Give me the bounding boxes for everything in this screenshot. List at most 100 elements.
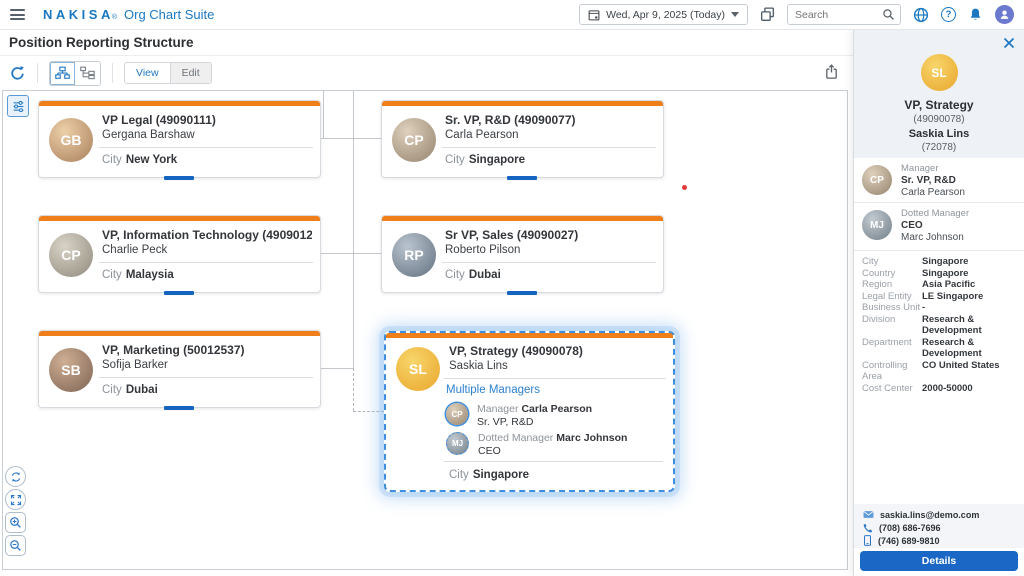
details-button[interactable]: Details bbox=[860, 551, 1018, 571]
card-divider bbox=[99, 147, 313, 148]
avatar: SL bbox=[396, 347, 440, 391]
cursor-dot bbox=[682, 185, 687, 190]
panel-manager-row[interactable]: CP Manager Sr. VP, R&D Carla Pearson bbox=[854, 158, 1024, 203]
org-card-vp-legal[interactable]: GB VP Legal (49090111) Gergana Barshaw C… bbox=[38, 100, 321, 178]
email-value: saskia.lins@demo.com bbox=[880, 509, 980, 520]
panel-person-id: (72078) bbox=[921, 142, 957, 153]
product-name: Org Chart Suite bbox=[124, 7, 215, 22]
email-row[interactable]: saskia.lins@demo.com bbox=[854, 508, 1024, 521]
org-card-vp-it[interactable]: CP VP, Information Technology (49090125)… bbox=[38, 215, 321, 293]
expand-children-handle[interactable] bbox=[164, 291, 194, 295]
field-row: Country Singapore bbox=[862, 268, 1021, 280]
phone-row: (708) 686-7696 bbox=[854, 521, 1024, 534]
org-card-sr-vp-rd[interactable]: CP Sr. VP, R&D (49090077) Carla Pearson … bbox=[381, 100, 664, 178]
manager-role-label: Manager bbox=[477, 403, 519, 415]
expand-children-handle[interactable] bbox=[507, 176, 537, 180]
field-row: Controlling Area CO United States bbox=[862, 360, 1021, 383]
multiple-managers-link[interactable]: Multiple Managers bbox=[446, 384, 540, 396]
menu-icon[interactable] bbox=[10, 9, 25, 20]
card-divider bbox=[444, 378, 666, 379]
compare-charts-icon[interactable] bbox=[760, 7, 775, 22]
mobile-icon bbox=[863, 535, 872, 546]
avatar: RP bbox=[392, 233, 436, 277]
filter-settings-icon[interactable] bbox=[7, 95, 29, 117]
expand-children-handle[interactable] bbox=[164, 406, 194, 410]
page-title-bar: Position Reporting Structure bbox=[0, 30, 853, 56]
email-icon bbox=[863, 510, 874, 519]
edit-mode-button[interactable]: Edit bbox=[170, 63, 211, 83]
zoom-in-icon[interactable] bbox=[5, 512, 26, 533]
city-label: City bbox=[449, 469, 469, 481]
position-title: Sr. VP, R&D (49090077) bbox=[445, 113, 576, 127]
field-row: City Singapore bbox=[862, 256, 1021, 268]
canvas-controls bbox=[5, 466, 26, 556]
date-picker-button[interactable]: Wed, Apr 9, 2025 (Today) bbox=[579, 4, 748, 25]
field-label: Country bbox=[862, 267, 896, 279]
card-accent-bar bbox=[386, 333, 673, 338]
person-name: Carla Pearson bbox=[445, 129, 519, 141]
refresh-icon[interactable] bbox=[9, 65, 26, 82]
panel-dotted-manager-row[interactable]: MJ Dotted Manager CEO Marc Johnson bbox=[854, 203, 1024, 251]
search-field bbox=[787, 4, 901, 25]
chart-toolbar: View Edit bbox=[0, 56, 853, 90]
position-title: VP Legal (49090111) bbox=[102, 113, 216, 127]
manager-position: CEO bbox=[901, 220, 923, 231]
close-icon[interactable] bbox=[1003, 37, 1015, 49]
manager-position: CEO bbox=[478, 445, 501, 457]
field-row: Cost Center 2000-50000 bbox=[862, 383, 1021, 395]
view-mode-button[interactable]: View bbox=[125, 63, 171, 83]
org-card-sr-vp-sales[interactable]: RP Sr VP, Sales (49090027) Roberto Pilso… bbox=[381, 215, 664, 293]
manager-name: Carla Pearson bbox=[901, 187, 965, 198]
org-card-vp-strategy-selected[interactable]: SL VP, Strategy (49090078) Saskia Lins M… bbox=[384, 331, 675, 492]
toolbar-divider bbox=[112, 63, 113, 83]
expand-children-handle[interactable] bbox=[164, 176, 194, 180]
position-title: Sr VP, Sales (49090027) bbox=[445, 228, 579, 242]
card-divider bbox=[99, 262, 313, 263]
field-value: Research & Development bbox=[922, 313, 982, 337]
export-share-icon[interactable] bbox=[824, 64, 839, 80]
avatar: CP bbox=[862, 165, 892, 195]
reset-view-icon[interactable] bbox=[5, 466, 26, 487]
city-value: New York bbox=[125, 154, 178, 166]
layout-switch-group bbox=[49, 60, 101, 86]
search-input[interactable] bbox=[793, 7, 882, 22]
manager-position: Sr. VP, R&D bbox=[901, 175, 956, 186]
dotted-connector-line bbox=[353, 368, 354, 411]
brand-name: NAKISA bbox=[43, 7, 114, 22]
field-value: Singapore bbox=[922, 267, 969, 279]
manager-position: Sr. VP, R&D bbox=[477, 416, 534, 428]
avatar: GB bbox=[49, 118, 93, 162]
field-label: City bbox=[862, 256, 879, 267]
connector-line bbox=[320, 253, 381, 254]
card-accent-bar bbox=[39, 331, 320, 336]
user-avatar[interactable] bbox=[995, 5, 1014, 24]
position-title: VP, Information Technology (49090125) bbox=[102, 228, 312, 242]
avatar: CP bbox=[392, 118, 436, 162]
card-accent-bar bbox=[382, 216, 663, 221]
card-accent-bar bbox=[39, 101, 320, 106]
layout-tree-horizontal-icon[interactable] bbox=[75, 61, 100, 85]
field-label: Legal Entity bbox=[862, 290, 912, 302]
connector-line bbox=[320, 138, 381, 139]
manager-name: Marc Johnson bbox=[556, 432, 628, 444]
detail-side-panel: SL VP, Strategy (49090078) Saskia Lins (… bbox=[853, 30, 1024, 576]
notifications-bell-icon[interactable] bbox=[968, 7, 983, 22]
avatar: CP bbox=[446, 403, 468, 425]
person-name: Roberto Pilson bbox=[445, 244, 521, 256]
globe-icon[interactable] bbox=[913, 7, 929, 23]
org-card-vp-marketing[interactable]: SB VP, Marketing (50012537) Sofija Barke… bbox=[38, 330, 321, 408]
toolbar-divider bbox=[37, 63, 38, 83]
position-title: VP, Marketing (50012537) bbox=[102, 343, 245, 357]
dotted-manager-row[interactable]: MJ Dotted Manager Marc Johnson CEO bbox=[446, 432, 665, 458]
org-chart-canvas[interactable]: GB VP Legal (49090111) Gergana Barshaw C… bbox=[2, 90, 848, 570]
layout-tree-vertical-icon[interactable] bbox=[50, 61, 75, 85]
contact-section: saskia.lins@demo.com (708) 686-7696 (746… bbox=[854, 504, 1024, 548]
help-icon[interactable]: ? bbox=[941, 7, 956, 22]
manager-row[interactable]: CP Manager Carla Pearson Sr. VP, R&D bbox=[446, 403, 665, 429]
expand-children-handle[interactable] bbox=[507, 291, 537, 295]
top-app-bar: NAKISA ® Org Chart Suite Wed, Apr 9, 2025… bbox=[0, 0, 1024, 30]
fit-to-screen-icon[interactable] bbox=[5, 489, 26, 510]
card-divider bbox=[444, 461, 663, 462]
search-icon[interactable] bbox=[882, 8, 895, 21]
zoom-out-icon[interactable] bbox=[5, 535, 26, 556]
